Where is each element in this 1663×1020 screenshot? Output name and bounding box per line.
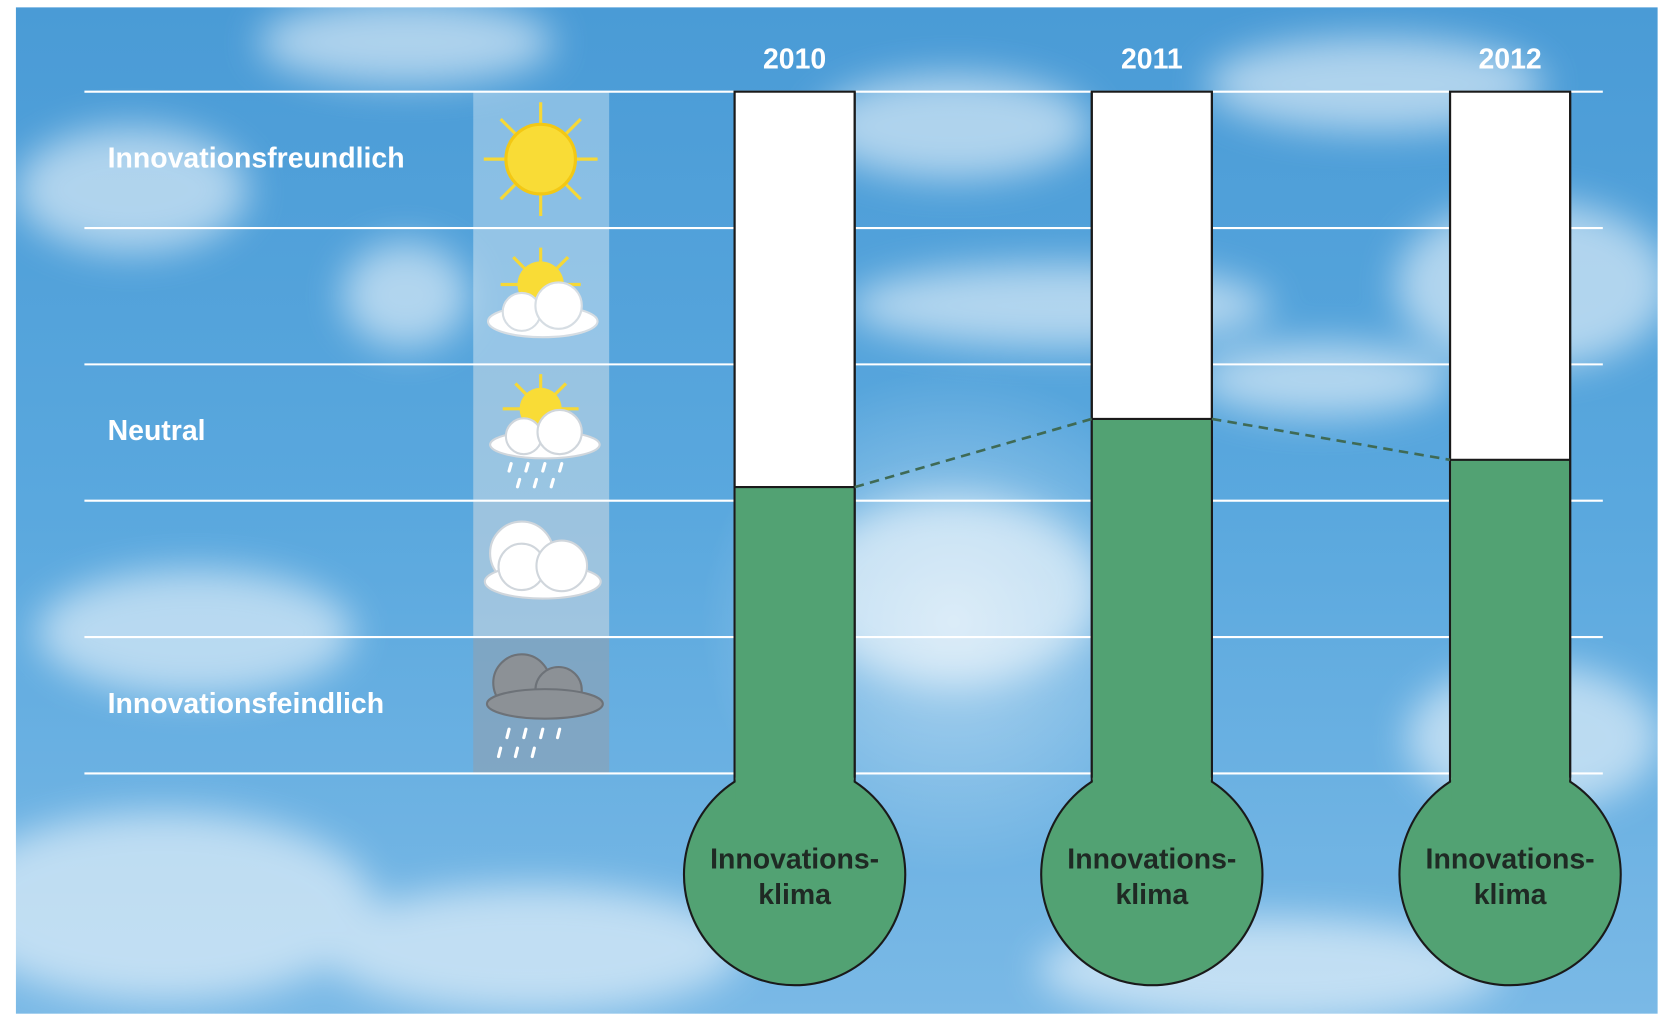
y-tick-label: Innovationsfreundlich [108, 142, 405, 174]
bar [1093, 419, 1211, 805]
bulb-label: Innovations- [1067, 843, 1236, 875]
sun-icon [484, 102, 598, 216]
year-label: 2010 [763, 44, 826, 76]
bulb-label: Innovations- [1426, 843, 1595, 875]
year-label: 2012 [1478, 44, 1541, 76]
bar [736, 487, 854, 805]
bulb-label: klima [1474, 879, 1547, 911]
weather-icons [473, 92, 609, 774]
chart: Innovationsfreundlich Neutral Innovationsf… [0, 0, 1663, 1020]
y-tick-label: Innovationsfeindlich [108, 688, 385, 720]
y-tick-label: Neutral [108, 415, 206, 447]
thermometers: 2010 Innovations-klima 2011 Innovations-kli… [684, 44, 1621, 986]
bar [1451, 460, 1569, 805]
bulb-label: klima [758, 879, 831, 911]
bulb-label: Innovations- [710, 843, 879, 875]
bulb-label: klima [1115, 879, 1188, 911]
year-label: 2011 [1121, 44, 1183, 76]
page: {"chart_data": {"type": "thermometer", "… [0, 0, 1663, 1020]
